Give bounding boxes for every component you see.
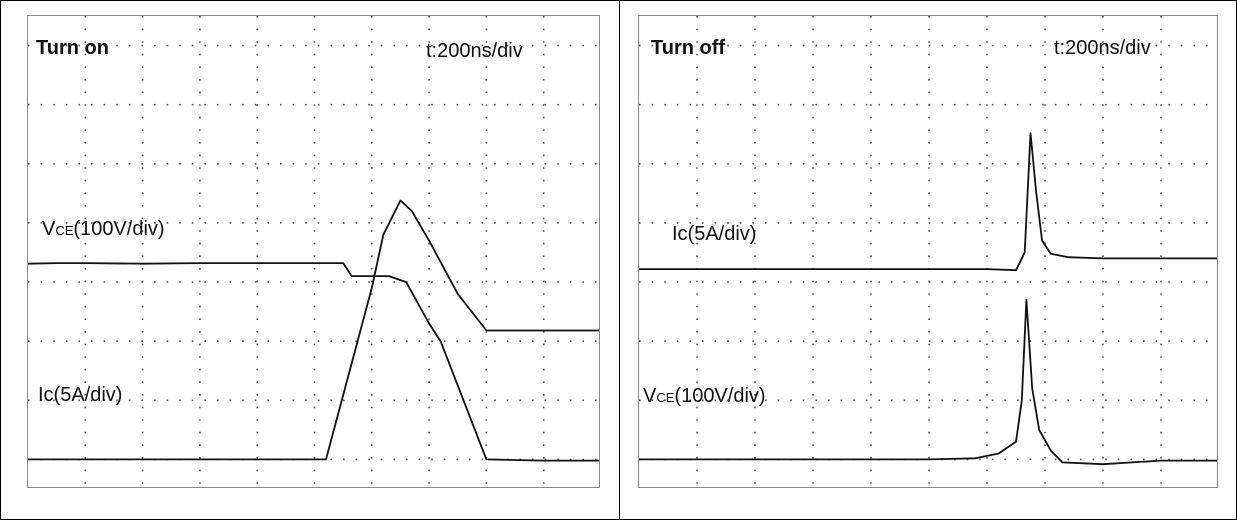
turn-on-title: Turn on: [36, 37, 109, 59]
turn-off-timebase: t:200ns/div: [1054, 37, 1151, 59]
turn-on-vce-label: VCE(100V/div): [42, 219, 165, 239]
turn-on-vce-sub: CE: [55, 223, 74, 238]
turn-on-timebase: t:200ns/div: [426, 40, 523, 62]
turn-off-plot: [639, 16, 1217, 487]
turn-off-trace-1: [639, 132, 1217, 272]
turn-off-vce-label: VCE(100V/div): [643, 386, 766, 406]
turn-on-vce-main: V: [42, 218, 56, 240]
turn-on-plot: [28, 16, 599, 487]
turn-off-vce-main: V: [643, 385, 657, 407]
turn-off-vce-rest: (100V/div): [674, 385, 766, 407]
turn-off-ic-label: Ic(5A/div): [672, 223, 757, 245]
turn-off-trace-2: [639, 298, 1217, 466]
turn-on-trace-1: [28, 262, 599, 462]
oscilloscope-turn-on: Turn on t:200ns/div VCE(100V/div) Ic(5A/…: [27, 15, 600, 488]
turn-on-vce-rest: (100V/div): [73, 218, 165, 240]
turn-on-trace-2: [28, 199, 599, 461]
turn-off-vce-sub: CE: [656, 390, 675, 405]
turn-on-ic-label: Ic(5A/div): [38, 384, 123, 406]
turn-off-title: Turn off: [651, 37, 726, 59]
oscilloscope-turn-off: Turn off t:200ns/div Ic(5A/div) VCE(100V…: [638, 15, 1218, 488]
